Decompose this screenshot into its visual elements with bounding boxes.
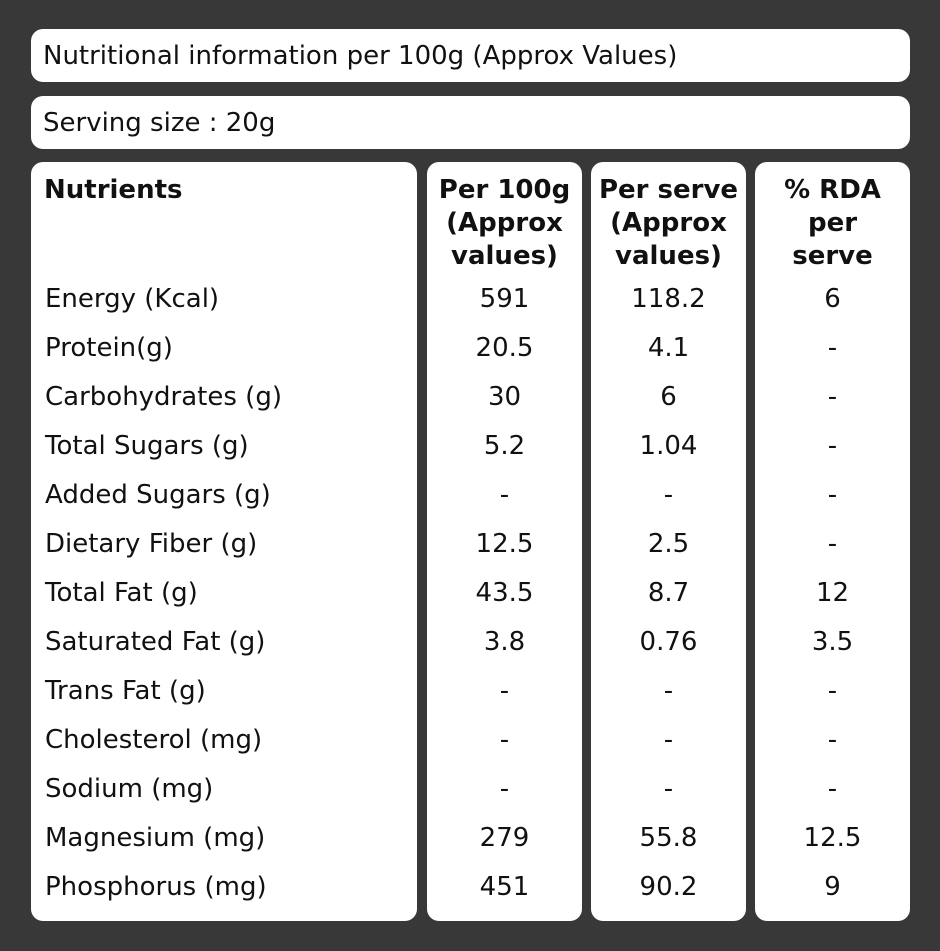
nutrient-value: 1.04: [639, 431, 698, 461]
nutrient-value: 43.5: [475, 578, 534, 608]
nutrient-value: -: [827, 480, 838, 510]
nutrient-value: 20.5: [475, 333, 534, 363]
nutrients-cells: Energy (Kcal) Protein(g) Carbohydrates (g)…: [31, 275, 417, 912]
nutrient-label: Dietary Fiber (g): [45, 529, 258, 559]
nutrient-label: Sodium (mg): [45, 774, 214, 804]
nutrient-value: 12.5: [475, 529, 534, 559]
nutrient-value: 4.1: [647, 333, 690, 363]
nutrient-value: 451: [479, 872, 530, 902]
nutrient-label: Magnesium (mg): [45, 823, 266, 853]
nutrient-value: 3.8: [483, 627, 526, 657]
nutrient-value: -: [827, 725, 838, 755]
rda-cells: 6 - - - - - 12 3.5 - - - 12.5 9: [755, 275, 910, 912]
nutrient-value: 55.8: [639, 823, 698, 853]
nutrient-value: -: [663, 480, 674, 510]
nutrient-value: -: [827, 529, 838, 559]
per-serve-column: Per serve (Approx values) 118.2 4.1 6 1.04 -…: [591, 162, 746, 921]
nutrient-label: Trans Fat (g): [45, 676, 206, 706]
per-100g-header: Per 100g (Approx values): [438, 175, 571, 271]
rda-header: % RDA per serve: [784, 175, 881, 271]
nutrient-label: Total Fat (g): [45, 578, 198, 608]
nutrient-label: Carbohydrates (g): [45, 382, 282, 412]
per-serve-header: Per serve (Approx values): [598, 175, 739, 271]
nutrient-value: -: [827, 676, 838, 706]
nutrient-value: 5.2: [483, 431, 526, 461]
nutrient-value: -: [827, 333, 838, 363]
nutrient-value: 6: [824, 284, 841, 314]
nutrient-value: -: [499, 676, 510, 706]
nutrients-header: Nutrients: [44, 175, 183, 205]
nutrition-title: Nutritional information per 100g (Approx…: [31, 29, 910, 82]
nutrient-value: 12.5: [803, 823, 862, 853]
nutrient-value: -: [663, 676, 674, 706]
serving-size: Serving size : 20g: [31, 96, 910, 149]
nutrient-label: Saturated Fat (g): [45, 627, 266, 657]
nutrient-value: -: [827, 431, 838, 461]
nutrient-value: 90.2: [639, 872, 698, 902]
nutrient-value: 12: [815, 578, 850, 608]
nutrient-value: 9: [824, 872, 841, 902]
nutrient-label: Protein(g): [45, 333, 173, 363]
nutrient-label: Total Sugars (g): [45, 431, 249, 461]
nutrient-value: -: [663, 774, 674, 804]
nutrient-value: 30: [487, 382, 522, 412]
per-100g-column: Per 100g (Approx values) 591 20.5 30 5.2 - 12…: [427, 162, 582, 921]
nutrient-value: -: [827, 774, 838, 804]
nutrient-value: -: [663, 725, 674, 755]
nutrient-label: Cholesterol (mg): [45, 725, 263, 755]
nutrient-value: 2.5: [647, 529, 690, 559]
nutrient-label: Phosphorus (mg): [45, 872, 267, 902]
nutrient-label: Added Sugars (g): [45, 480, 271, 510]
nutrient-value: -: [499, 725, 510, 755]
nutrient-value: 0.76: [639, 627, 698, 657]
nutrient-value: -: [499, 774, 510, 804]
nutrient-value: 6: [660, 382, 677, 412]
nutrient-value: -: [499, 480, 510, 510]
nutrient-value: -: [827, 382, 838, 412]
nutrients-column: Nutrients Energy (Kcal) Protein(g) Carbohy…: [31, 162, 417, 921]
nutrient-value: 591: [479, 284, 530, 314]
rda-column: % RDA per serve 6 - - - - - 12 3.5 - - - 12.5 9: [755, 162, 910, 921]
per-100g-cells: 591 20.5 30 5.2 - 12.5 43.5 3.8 - - - 279 451: [427, 275, 582, 912]
nutrient-value: 3.5: [811, 627, 854, 657]
nutrient-value: 8.7: [647, 578, 690, 608]
nutrient-value: 279: [479, 823, 530, 853]
nutrient-label: Energy (Kcal): [45, 284, 220, 314]
nutrient-value: 118.2: [631, 284, 706, 314]
per-serve-cells: 118.2 4.1 6 1.04 - 2.5 8.7 0.76 - - - 55.8 90.2: [591, 275, 746, 912]
